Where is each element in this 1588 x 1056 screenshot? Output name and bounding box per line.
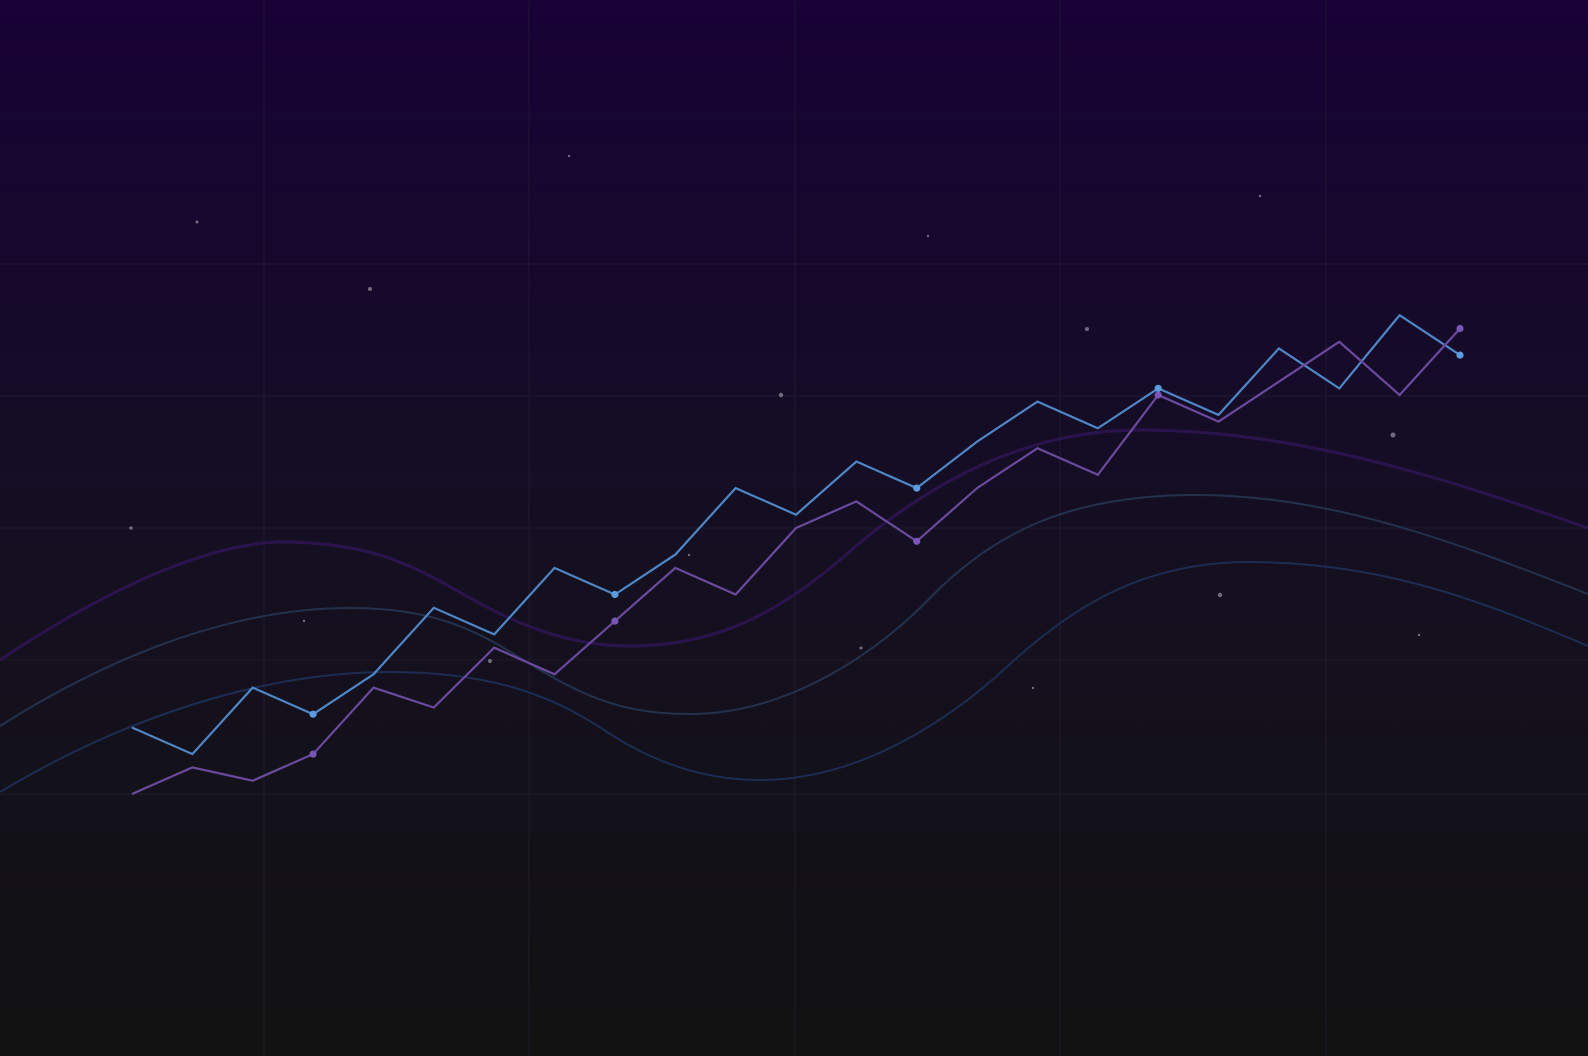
star-dot — [926, 234, 930, 238]
star-dot — [488, 659, 492, 663]
star-dot — [778, 392, 784, 398]
series-line-blue — [131, 313, 1461, 756]
data-point-blue — [309, 710, 317, 718]
series-lines — [131, 313, 1461, 796]
star-dot — [1390, 432, 1396, 438]
data-point-purple — [309, 750, 317, 758]
background-wave-slate — [0, 493, 1588, 727]
background-waves — [0, 428, 1588, 793]
star-dot — [687, 553, 691, 557]
data-point-blue — [1456, 351, 1464, 359]
star-dot — [1258, 194, 1262, 198]
star-dot — [1417, 633, 1421, 637]
star-dot — [368, 287, 372, 291]
data-point-blue — [1154, 384, 1162, 392]
data-point-purple — [1456, 324, 1464, 333]
background-wave-purple — [0, 428, 1588, 662]
star-dot — [129, 526, 133, 530]
star-dot — [302, 619, 306, 623]
star-dot — [1031, 686, 1035, 690]
star-dot — [859, 646, 863, 650]
star-dot — [1085, 327, 1089, 331]
series-markers — [309, 324, 1464, 758]
data-point-purple — [1154, 391, 1162, 399]
background-stars — [129, 154, 1421, 690]
star-dot — [1217, 592, 1223, 598]
data-point-purple — [611, 617, 619, 625]
star-dot — [195, 220, 199, 224]
data-point-blue — [611, 590, 619, 599]
star-dot — [567, 154, 571, 158]
series-line-purple — [131, 327, 1461, 796]
background-wave-navy — [0, 560, 1588, 793]
data-point-blue — [913, 484, 921, 492]
data-point-purple — [913, 537, 921, 545]
